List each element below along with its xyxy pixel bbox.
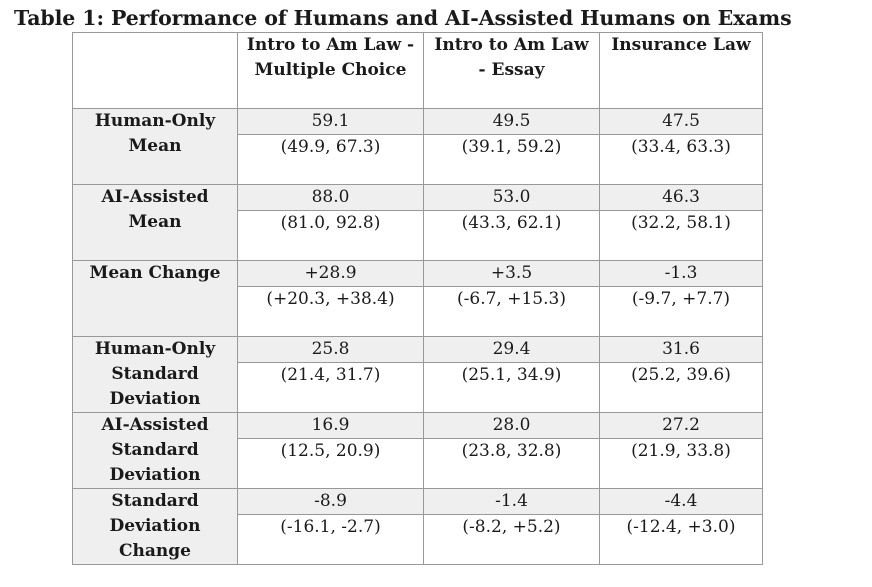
results-table: Intro to Am Law - Multiple Choice Intro … <box>72 32 763 565</box>
table-row: (+20.3, +38.4) (-6.7, +15.3) (-9.7, +7.7… <box>73 286 763 337</box>
row-label: Mean Change <box>72 260 238 337</box>
table-row: Human-Only Standard Deviation 25.8 29.4 … <box>72 336 763 413</box>
table-row: (49.9, 67.3) (39.1, 59.2) (33.4, 63.3) <box>73 134 763 185</box>
interval-cell: (33.4, 63.3) <box>599 134 763 185</box>
column-header: Intro to Am Law - Multiple Choice <box>237 32 424 109</box>
interval-cell: (25.1, 34.9) <box>423 362 600 413</box>
table-row: AI-Assisted Mean 88.0 53.0 46.3 <box>72 184 763 261</box>
value-cell: 49.5 <box>423 108 600 135</box>
table-row: Standard Deviation Change -8.9 -1.4 -4.4 <box>72 488 763 565</box>
table-caption: Table 1: Performance of Humans and AI-As… <box>14 6 792 30</box>
value-cell: 88.0 <box>237 184 424 211</box>
interval-cell: (12.5, 20.9) <box>237 438 424 489</box>
table-row: Human-Only Mean 59.1 49.5 47.5 <box>72 108 763 185</box>
interval-cell: (49.9, 67.3) <box>237 134 424 185</box>
value-cell: -1.4 <box>423 488 600 515</box>
interval-cell: (81.0, 92.8) <box>237 210 424 261</box>
interval-cell: (-8.2, +5.2) <box>423 514 600 565</box>
value-cell: 25.8 <box>237 336 424 363</box>
table-row: (81.0, 92.8) (43.3, 62.1) (32.2, 58.1) <box>73 210 763 261</box>
interval-cell: (21.4, 31.7) <box>237 362 424 413</box>
table-row: (-16.1, -2.7) (-8.2, +5.2) (-12.4, +3.0) <box>73 514 763 565</box>
value-cell: 53.0 <box>423 184 600 211</box>
value-cell: 16.9 <box>237 412 424 439</box>
interval-cell: (-12.4, +3.0) <box>599 514 763 565</box>
row-label: Standard Deviation Change <box>72 488 238 565</box>
column-header: Insurance Law <box>599 32 763 109</box>
table-row: (21.4, 31.7) (25.1, 34.9) (25.2, 39.6) <box>73 362 763 413</box>
interval-cell: (+20.3, +38.4) <box>237 286 424 337</box>
table-row: Mean Change +28.9 +3.5 -1.3 <box>72 260 763 337</box>
value-cell: 28.0 <box>423 412 600 439</box>
interval-cell: (-6.7, +15.3) <box>423 286 600 337</box>
value-cell: 27.2 <box>599 412 763 439</box>
interval-cell: (23.8, 32.8) <box>423 438 600 489</box>
row-label: AI-Assisted Mean <box>72 184 238 261</box>
interval-cell: (-9.7, +7.7) <box>599 286 763 337</box>
value-cell: 46.3 <box>599 184 763 211</box>
value-cell: 31.6 <box>599 336 763 363</box>
value-cell: +28.9 <box>237 260 424 287</box>
corner-cell <box>72 32 238 109</box>
row-label: AI-Assisted Standard Deviation <box>72 412 238 489</box>
interval-cell: (25.2, 39.6) <box>599 362 763 413</box>
row-label: Human-Only Mean <box>72 108 238 185</box>
value-cell: 29.4 <box>423 336 600 363</box>
interval-cell: (43.3, 62.1) <box>423 210 600 261</box>
row-label: Human-Only Standard Deviation <box>72 336 238 413</box>
value-cell: 47.5 <box>599 108 763 135</box>
column-header: Intro to Am Law - Essay <box>423 32 600 109</box>
interval-cell: (32.2, 58.1) <box>599 210 763 261</box>
interval-cell: (21.9, 33.8) <box>599 438 763 489</box>
value-cell: 59.1 <box>237 108 424 135</box>
interval-cell: (-16.1, -2.7) <box>237 514 424 565</box>
table-row: AI-Assisted Standard Deviation 16.9 28.0… <box>72 412 763 489</box>
header-row: Intro to Am Law - Multiple Choice Intro … <box>72 32 763 109</box>
interval-cell: (39.1, 59.2) <box>423 134 600 185</box>
value-cell: +3.5 <box>423 260 600 287</box>
value-cell: -8.9 <box>237 488 424 515</box>
table-row: (12.5, 20.9) (23.8, 32.8) (21.9, 33.8) <box>73 438 763 489</box>
value-cell: -4.4 <box>599 488 763 515</box>
value-cell: -1.3 <box>599 260 763 287</box>
